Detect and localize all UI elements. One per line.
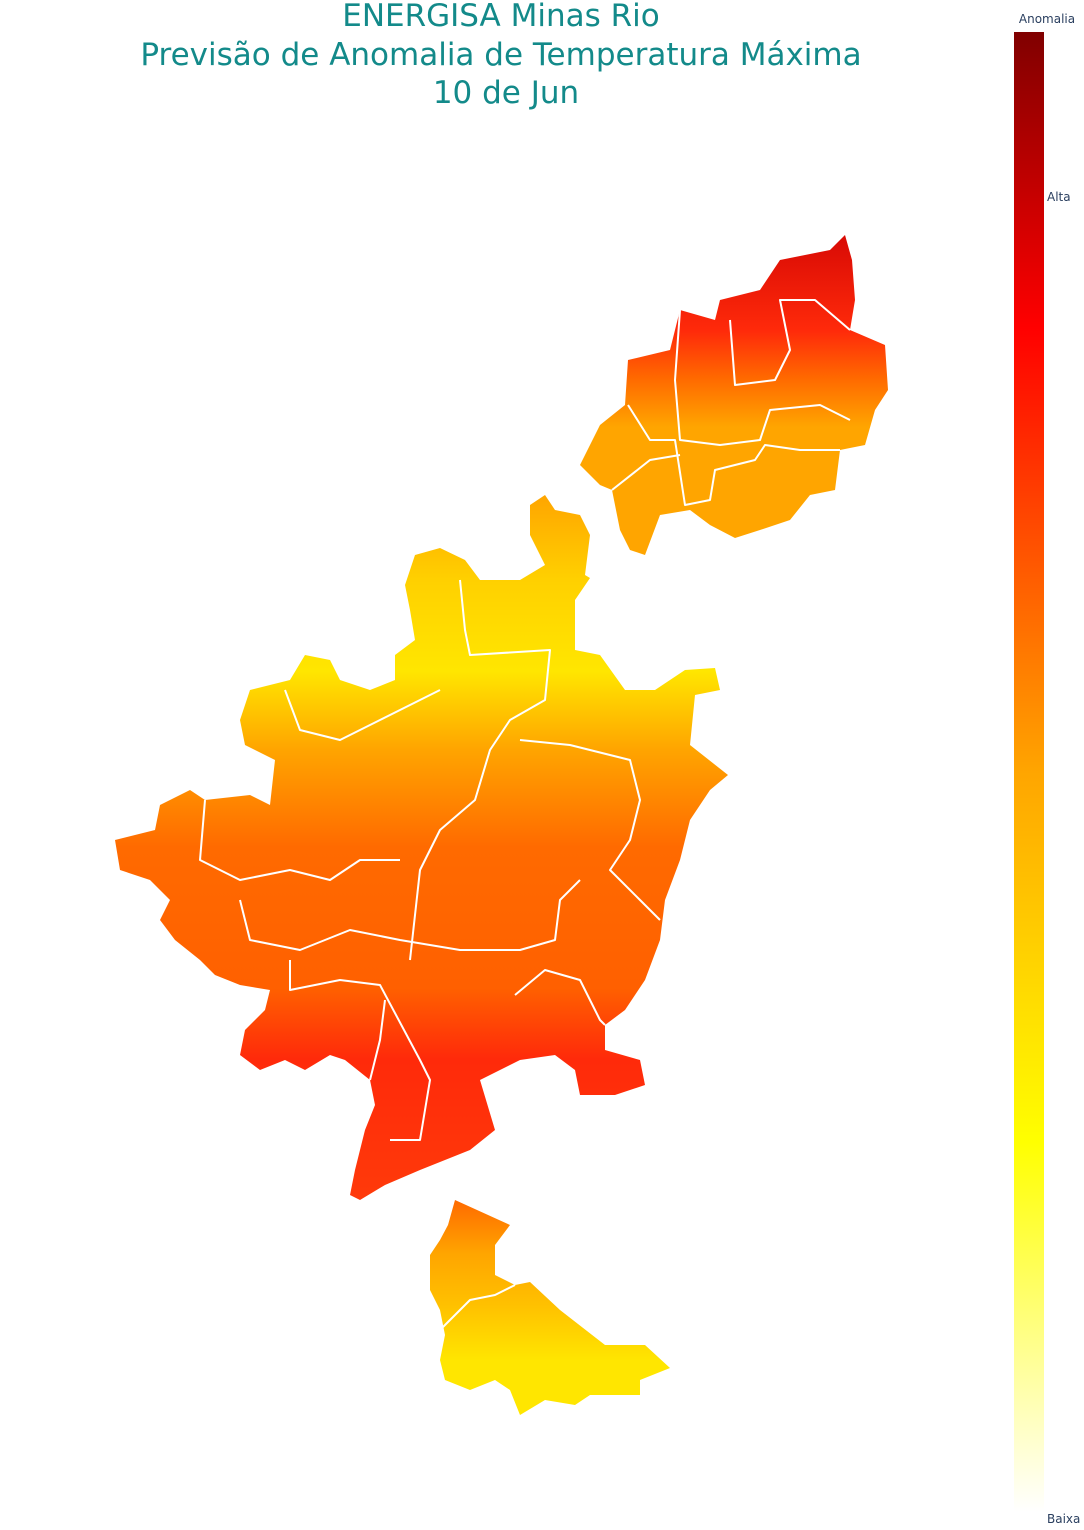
municipal-border [729, 299, 851, 386]
municipal-border [409, 579, 551, 961]
municipal-border [239, 879, 581, 951]
municipal-border [199, 799, 400, 881]
municipal-border [514, 969, 606, 1026]
municipal-border [519, 739, 661, 921]
region-northeast [580, 235, 888, 555]
title-line: 10 de Jun [433, 75, 579, 111]
region-main [115, 495, 728, 1200]
title-line: Previsão de Anomalia de Temperatura Máxi… [140, 37, 861, 73]
colorbar [1014, 32, 1044, 1512]
municipal-border [289, 960, 431, 1141]
municipal-border [439, 1284, 516, 1331]
region-south [430, 1200, 670, 1415]
colorbar-title: Anomalia [1019, 12, 1075, 26]
municipal-border [627, 404, 840, 506]
municipal-border [674, 309, 851, 446]
colorbar-label: Alta [1047, 190, 1071, 204]
colorbar-label: Baixa [1047, 1512, 1080, 1526]
municipal-border [611, 454, 681, 491]
municipal-border [369, 999, 386, 1081]
municipal-border [284, 689, 441, 741]
title-line: ENERGISA Minas Rio [342, 0, 660, 34]
